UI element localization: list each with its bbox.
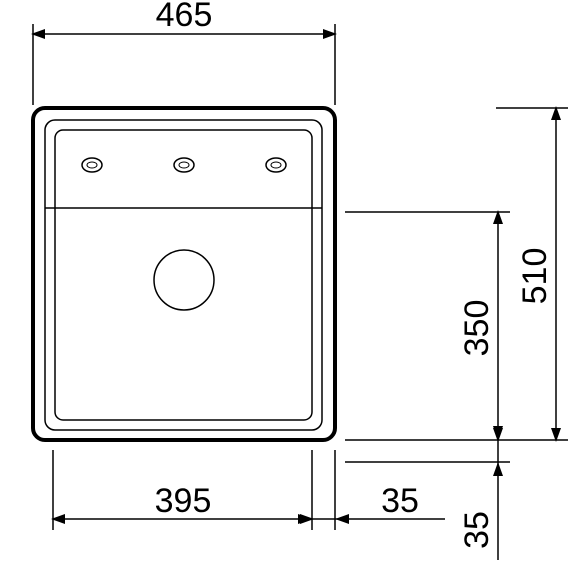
sink-inner-ledge (55, 130, 312, 420)
dim-margin-x: 35 (381, 482, 419, 520)
drain (154, 250, 214, 310)
tap-holes (82, 158, 286, 172)
dim-margin-y: 35 (458, 511, 496, 549)
sink-dimension-drawing: 465 510 350 35 395 35 (0, 0, 568, 572)
dim-bowl-height: 350 (458, 300, 496, 357)
dim-width-overall: 465 (156, 0, 213, 34)
dim-bowl-width: 395 (155, 482, 212, 520)
dim-height-overall: 510 (516, 248, 554, 305)
